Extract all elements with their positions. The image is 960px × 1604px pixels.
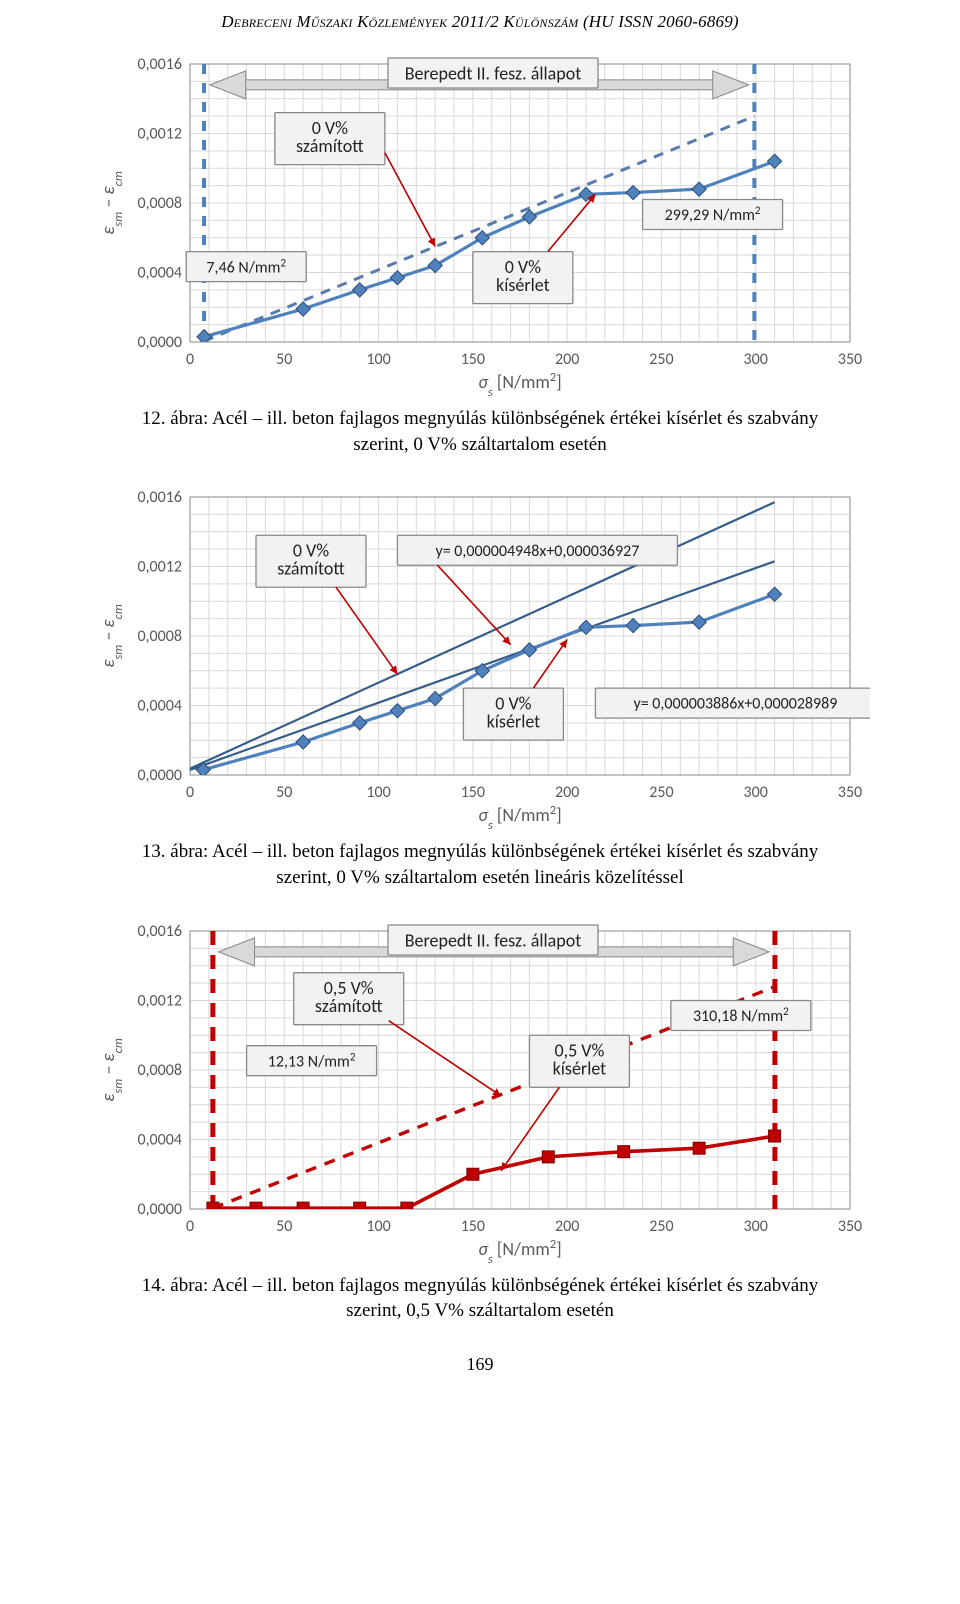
chart-14: 0,0000 0,0004 0,0008 0,0012 0,0016 0 50 100 150 2… <box>90 917 870 1267</box>
svg-text:300: 300 <box>744 350 768 369</box>
svg-text:300: 300 <box>744 783 768 802</box>
svg-text:kísérlet: kísérlet <box>553 1057 607 1079</box>
svg-text:kísérlet: kísérlet <box>496 274 550 296</box>
svg-text:12,13 N/mm2: 12,13 N/mm2 <box>268 1049 356 1071</box>
svg-text:200: 200 <box>555 783 579 802</box>
svg-text:0,0008: 0,0008 <box>137 627 182 646</box>
running-head: Debreceni Műszaki Közlemények 2011/2 Kül… <box>90 12 870 32</box>
svg-text:Berepedt II. fesz. állapot: Berepedt II. fesz. állapot <box>405 929 581 951</box>
svg-text:350: 350 <box>838 350 862 369</box>
svg-text:0: 0 <box>186 783 194 802</box>
svg-text:100: 100 <box>366 783 390 802</box>
svg-text:y= 0,000003886x+0,000028989: y= 0,000003886x+0,000028989 <box>633 695 837 714</box>
svg-text:50: 50 <box>276 1217 292 1236</box>
caption-14-text: ábra: Acél – ill. beton fajlagos megnyúl… <box>170 1275 818 1322</box>
svg-text:0,0016: 0,0016 <box>137 922 182 941</box>
chart-13: 0,0000 0,0004 0,0008 0,0012 0,0016 0 50 100 150 2… <box>90 483 870 833</box>
svg-text:számított: számított <box>296 135 364 157</box>
svg-text:0,0016: 0,0016 <box>137 55 182 74</box>
svg-text:0,0016: 0,0016 <box>137 488 182 507</box>
svg-text:0: 0 <box>186 1217 194 1236</box>
svg-text:0,0000: 0,0000 <box>137 333 182 352</box>
svg-text:0,0008: 0,0008 <box>137 194 182 213</box>
caption-12: 12. ábra: Acél – ill. beton fajlagos meg… <box>120 406 840 457</box>
svg-text:σs [N/mm2]: σs [N/mm2] <box>478 1236 561 1266</box>
caption-13-text: ábra: Acél – ill. beton fajlagos megnyúl… <box>170 841 818 888</box>
svg-text:300: 300 <box>744 1217 768 1236</box>
svg-text:310,18 N/mm2: 310,18 N/mm2 <box>693 1004 789 1026</box>
svg-text:50: 50 <box>276 783 292 802</box>
svg-text:0,0012: 0,0012 <box>137 125 182 144</box>
svg-text:0,0012: 0,0012 <box>137 991 182 1010</box>
svg-text:150: 150 <box>461 350 485 369</box>
svg-text:εsm – εcm: εsm – εcm <box>97 171 126 235</box>
svg-text:0,0004: 0,0004 <box>137 264 182 283</box>
caption-12-text: ábra: Acél – ill. beton fajlagos megnyúl… <box>170 408 818 455</box>
svg-text:350: 350 <box>838 783 862 802</box>
svg-text:εsm – εcm: εsm – εcm <box>97 604 126 668</box>
svg-text:0,0000: 0,0000 <box>137 1200 182 1219</box>
svg-text:250: 250 <box>649 1217 673 1236</box>
svg-text:100: 100 <box>366 1217 390 1236</box>
svg-text:250: 250 <box>649 350 673 369</box>
svg-text:számított: számított <box>315 995 383 1017</box>
svg-text:számított: számított <box>277 558 345 580</box>
svg-text:150: 150 <box>461 783 485 802</box>
svg-text:350: 350 <box>838 1217 862 1236</box>
svg-text:εsm – εcm: εsm – εcm <box>97 1038 126 1102</box>
svg-text:σs [N/mm2]: σs [N/mm2] <box>478 803 561 833</box>
svg-text:150: 150 <box>461 1217 485 1236</box>
svg-text:100: 100 <box>366 350 390 369</box>
svg-text:50: 50 <box>276 350 292 369</box>
svg-text:299,29 N/mm2: 299,29 N/mm2 <box>665 204 761 226</box>
svg-text:y= 0,000004948x+0,000036927: y= 0,000004948x+0,000036927 <box>435 542 639 561</box>
svg-text:0,0004: 0,0004 <box>137 1130 182 1149</box>
svg-text:200: 200 <box>555 350 579 369</box>
svg-text:0,0008: 0,0008 <box>137 1061 182 1080</box>
svg-text:200: 200 <box>555 1217 579 1236</box>
svg-text:0: 0 <box>186 350 194 369</box>
caption-14-num: 14. <box>142 1275 166 1296</box>
caption-14: 14. ábra: Acél – ill. beton fajlagos meg… <box>120 1273 840 1324</box>
caption-13-num: 13. <box>142 841 166 862</box>
chart-12: 0,0000 0,0004 0,0008 0,0012 0,0016 0 50 100 150 2… <box>90 50 870 400</box>
caption-12-num: 12. <box>142 408 166 429</box>
svg-text:Berepedt II. fesz. állapot: Berepedt II. fesz. állapot <box>405 62 581 84</box>
svg-text:250: 250 <box>649 783 673 802</box>
svg-text:kísérlet: kísérlet <box>487 711 541 733</box>
page-root: Debreceni Műszaki Közlemények 2011/2 Kül… <box>0 0 960 1415</box>
caption-13: 13. ábra: Acél – ill. beton fajlagos meg… <box>120 839 840 890</box>
page-number: 169 <box>90 1354 870 1375</box>
svg-text:0,0000: 0,0000 <box>137 766 182 785</box>
svg-text:σs [N/mm2]: σs [N/mm2] <box>478 370 561 400</box>
svg-text:0,0004: 0,0004 <box>137 697 182 716</box>
svg-text:0,0012: 0,0012 <box>137 558 182 577</box>
svg-text:7,46 N/mm2: 7,46 N/mm2 <box>206 256 286 278</box>
